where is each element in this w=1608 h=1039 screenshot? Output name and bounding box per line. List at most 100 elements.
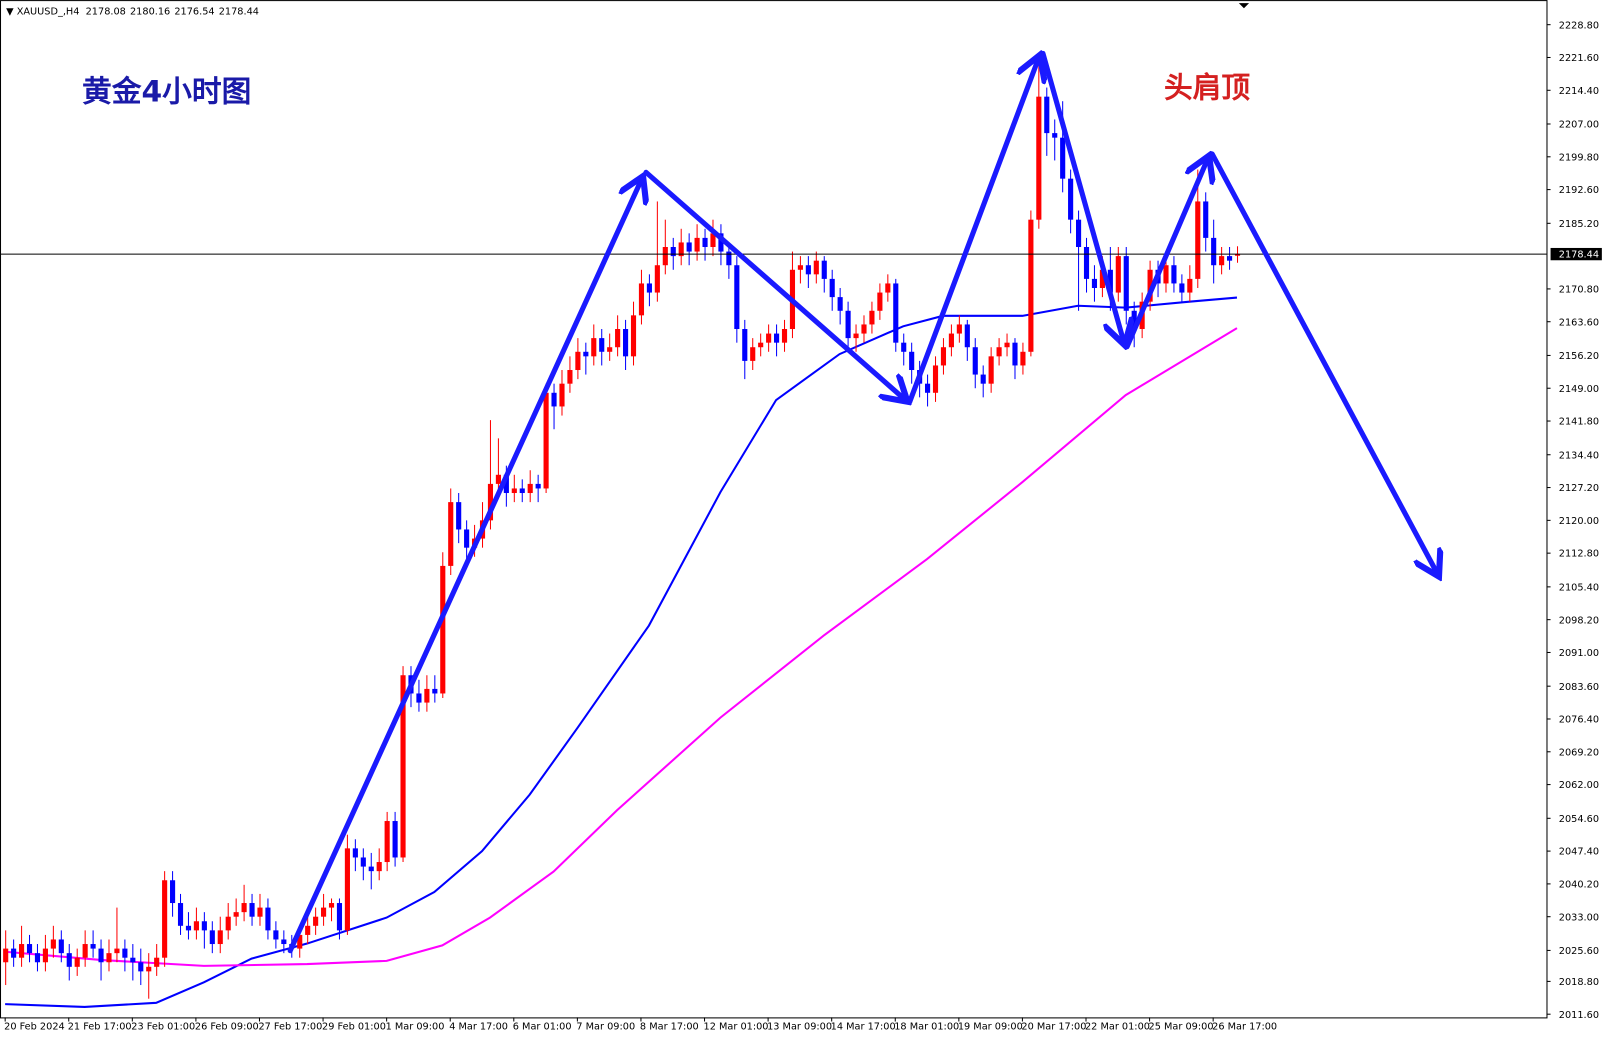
x-tick-label: 6 Mar 01:00 — [513, 1022, 572, 1033]
candle-body — [662, 247, 668, 266]
y-tick-label: 2040.20 — [1559, 879, 1599, 890]
candle-body — [58, 939, 64, 954]
candle-body — [74, 957, 80, 967]
current-price-label: 2178.44 — [1559, 250, 1599, 261]
candle-body — [980, 374, 986, 384]
y-tick-label: 2120.00 — [1559, 516, 1599, 527]
candle-body — [909, 351, 915, 371]
candle-body — [34, 953, 41, 963]
candle-body — [1115, 256, 1121, 293]
candle-body — [416, 693, 422, 703]
candle-body — [535, 483, 541, 489]
trend-arrows — [287, 50, 1438, 954]
y-tick-label: 2149.00 — [1559, 384, 1599, 395]
x-tick-label: 12 Mar 01:00 — [704, 1022, 769, 1033]
candle-body — [1219, 256, 1225, 266]
header-icon: ▼ — [6, 6, 14, 17]
candle-body — [853, 333, 859, 339]
candle-body — [1091, 278, 1098, 289]
candle-body — [3, 948, 9, 963]
x-tick-label: 13 Mar 09:00 — [767, 1022, 832, 1033]
candle-body — [599, 338, 605, 352]
candle-body — [678, 242, 684, 257]
candle-body — [90, 944, 96, 949]
candle-body — [567, 370, 573, 384]
arrow — [287, 179, 642, 954]
candle-body — [495, 474, 501, 484]
candle-body — [11, 948, 17, 958]
candle-body — [734, 265, 740, 330]
y-tick-label: 2221.60 — [1559, 53, 1599, 64]
y-tick-label: 2083.60 — [1559, 682, 1599, 693]
y-tick-label: 2112.80 — [1559, 549, 1599, 560]
candle-body — [1099, 269, 1105, 289]
y-tick-label: 2199.80 — [1559, 152, 1599, 163]
candle-body — [1123, 256, 1129, 311]
candle-body — [527, 483, 533, 494]
candle-body — [130, 957, 136, 963]
arrow — [643, 169, 905, 400]
candle-body — [638, 283, 645, 316]
candle-body — [241, 903, 247, 913]
candle-body — [273, 930, 279, 940]
y-tick-label: 2062.00 — [1559, 780, 1599, 791]
candle-body — [893, 283, 899, 343]
candle-body — [543, 392, 549, 489]
x-tick-label: 25 Mar 09:00 — [1149, 1022, 1214, 1033]
y-tick-label: 2207.00 — [1559, 120, 1599, 131]
y-tick-label: 2156.20 — [1559, 351, 1599, 362]
candle-body — [19, 944, 25, 958]
candle-body — [972, 347, 978, 375]
candle-body — [360, 857, 366, 867]
x-tick-label: 4 Mar 17:00 — [449, 1022, 508, 1033]
candle-body — [122, 948, 128, 958]
candle-body — [82, 944, 88, 958]
y-tick-label: 2018.80 — [1559, 977, 1599, 988]
candle-body — [559, 383, 565, 407]
candle-body — [1211, 237, 1217, 266]
header: ▼ XAUUSD_,H4 2178.08 2180.16 2176.54 2178.44 — [6, 6, 259, 17]
x-tick-label: 18 Mar 01:00 — [894, 1022, 959, 1033]
candle-body — [1203, 201, 1209, 238]
candle-body — [932, 365, 939, 393]
candle-body — [781, 329, 788, 343]
candle-body — [217, 930, 223, 945]
y-tick-label: 2098.20 — [1559, 615, 1599, 626]
candle-body — [583, 351, 589, 357]
candle-body — [925, 383, 931, 393]
candle-body — [766, 333, 772, 343]
candle-body — [718, 233, 724, 252]
x-tick-label: 20 Feb 2024 — [4, 1022, 65, 1033]
y-tick-label: 2105.40 — [1559, 582, 1599, 593]
candle-body — [607, 347, 613, 352]
candle-body — [177, 903, 184, 926]
y-tick-label: 2170.80 — [1559, 285, 1599, 296]
candle-body — [774, 333, 780, 343]
plot-frame — [0, 0, 1548, 1019]
x-tick-label: 27 Feb 17:00 — [258, 1022, 322, 1033]
candle-body — [646, 283, 652, 293]
candle-body — [209, 930, 215, 945]
candle-body — [146, 966, 152, 972]
candle-body — [694, 237, 700, 252]
candle-body — [440, 565, 446, 694]
x-tick-label: 20 Mar 17:00 — [1021, 1022, 1086, 1033]
arrow — [1040, 50, 1124, 342]
y-tick-label: 2192.60 — [1559, 185, 1599, 196]
candle-body — [956, 324, 962, 334]
shift-marker — [1238, 3, 1250, 9]
candle-body — [940, 347, 947, 366]
candle-body — [1227, 256, 1233, 261]
candle-body — [1020, 351, 1026, 366]
candle-body — [424, 688, 430, 703]
x-tick-label: 8 Mar 17:00 — [640, 1022, 699, 1033]
candle-body — [328, 903, 335, 908]
header-high: 2180.16 — [130, 6, 170, 17]
candle-body — [201, 921, 207, 931]
arrow — [907, 58, 1039, 405]
y-tick-label: 2069.20 — [1559, 747, 1599, 758]
candle-body — [384, 821, 390, 863]
candle-body — [988, 356, 994, 384]
header-close: 2178.44 — [219, 6, 259, 17]
